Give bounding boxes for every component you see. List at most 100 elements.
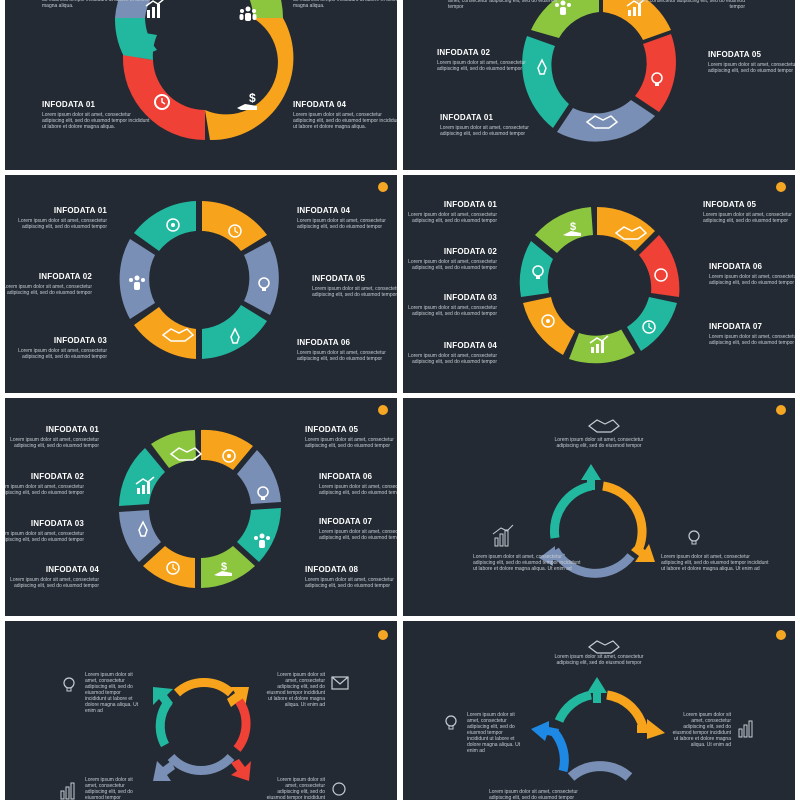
arrow-teal-head <box>587 677 607 703</box>
chart-growth-icon <box>135 476 155 494</box>
slide-7-label-bottom-left: Lorem ipsum dolor sit amet, consectetur … <box>85 777 133 800</box>
slide-5-label-infodata-08: INFODATA 08 Lorem ipsum dolor sit amet, … <box>305 565 394 589</box>
bulb-icon <box>258 277 270 291</box>
cycle-arrows-3 <box>492 419 700 578</box>
slide-4-label-infodata-02: INFODATA 02 Lorem ipsum dolor sit amet, … <box>408 247 497 271</box>
svg-text:$: $ <box>570 221 576 233</box>
arrow-teal-head <box>153 687 173 707</box>
slide-8-label-bottom: Lorem ipsum dolor sit amet, consectetur … <box>489 789 578 800</box>
handshake-icon <box>169 447 203 461</box>
svg-text:$: $ <box>221 561 227 573</box>
ring-segment-teal-left <box>123 30 157 60</box>
ring-segment-red <box>639 235 680 297</box>
ring-segment-teal-left <box>519 241 553 297</box>
ring-segment-green <box>535 207 593 253</box>
ring-segment-green <box>249 0 284 18</box>
slide-5-label-infodata-04: INFODATA 04 Lorem ipsum dolor sit amet, … <box>10 565 99 589</box>
slide-4-label-infodata-05: INFODATA 05 Lorem ipsum dolor sit amet, … <box>703 200 792 224</box>
hand-money-icon: $ <box>237 91 257 110</box>
ring-segment-orange-bottom <box>143 546 195 588</box>
slide-8: Lorem ipsum dolor sit amet, consectetur … <box>403 621 795 800</box>
slide-number-badge <box>776 630 786 640</box>
handshake-icon <box>161 328 195 342</box>
arrow-teal-head <box>581 464 601 490</box>
ring-segment-teal <box>522 36 569 128</box>
ring-segment-green <box>531 0 599 38</box>
arrow-orange <box>173 678 235 697</box>
ring-segment-orange <box>603 0 671 40</box>
arrow-red <box>233 698 251 752</box>
bulb-outline-icon <box>445 715 457 730</box>
arrow-red-head <box>231 759 251 781</box>
slide-7: Lorem ipsum dolor sit amet, consectetur … <box>5 621 397 800</box>
stopwatch-icon <box>228 224 242 238</box>
slide-3-label-infodata-02: INFODATA 02 Lorem ipsum dolor sit amet, … <box>5 272 92 296</box>
cycle-ring-6 <box>119 201 279 359</box>
slide-number-badge <box>776 405 786 415</box>
arrow-teal <box>549 481 593 539</box>
slide-1-label-top-right: do eiusmod tempor incididunt ut labore e… <box>293 0 397 9</box>
stopwatch-icon <box>642 320 656 334</box>
rocket-icon <box>138 520 148 537</box>
rocket-icon <box>537 58 547 75</box>
slide-7-label-bottom-right: Lorem ipsum dolor sit amet, consectetur … <box>266 777 325 800</box>
hand-money-icon: $ <box>563 221 581 236</box>
slide-3-label-infodata-03: INFODATA 03 Lorem ipsum dolor sit amet, … <box>18 336 107 360</box>
ring-segment-orange <box>205 18 294 141</box>
slide-2-label-infodata-02: INFODATA 02 Lorem ipsum dolor sit amet, … <box>437 48 526 72</box>
ring-segment-teal-left <box>119 448 165 506</box>
handshake-icon <box>614 226 648 240</box>
cycle-ring-8: $ <box>119 429 281 588</box>
slide-number-badge <box>378 405 388 415</box>
slide-3-label-infodata-05: INFODATA 05 Lorem ipsum dolor sit amet, … <box>312 274 397 298</box>
slide-3: INFODATA 01 Lorem ipsum dolor sit amet, … <box>5 175 397 393</box>
slide-5-label-infodata-05: INFODATA 05 Lorem ipsum dolor sit amet, … <box>305 425 394 449</box>
arrow-orange <box>606 690 648 729</box>
arrow-teal <box>554 690 593 723</box>
slide-3-label-infodata-04: INFODATA 04 Lorem ipsum dolor sit amet, … <box>297 206 386 230</box>
slide-6: Lorem ipsum dolor sit amet, consectetur … <box>403 398 795 616</box>
slide-8-label-top: Lorem ipsum dolor sit amet, consectetur … <box>554 654 644 666</box>
ring-segment-green <box>151 430 196 468</box>
rocket-icon <box>230 327 240 344</box>
slide-5-label-infodata-07: INFODATA 07 Lorem ipsum dolor sit amet, … <box>319 517 397 541</box>
arrow-orange-head <box>637 719 665 739</box>
arrow-slate-head <box>153 761 175 781</box>
arrow-orange <box>602 481 647 550</box>
cycle-ring-4: $ <box>114 0 294 141</box>
chart-growth-icon <box>589 335 609 353</box>
gear-head-icon <box>222 449 236 463</box>
chart-outline-icon <box>492 524 514 547</box>
cycle-ring-5 <box>522 0 676 142</box>
envelope-outline-icon <box>331 676 349 690</box>
slide-5-label-infodata-06: INFODATA 06 Lorem ipsum dolor sit amet, … <box>319 472 397 496</box>
slide-5-label-infodata-01: INFODATA 01 Lorem ipsum dolor sit amet, … <box>10 425 99 449</box>
ring-hole <box>551 239 647 335</box>
arrow-slate <box>167 753 235 775</box>
ring-segment-teal-bottom <box>202 305 267 359</box>
slide-6-label-right: Lorem ipsum dolor sit amet, consectetur … <box>661 554 769 572</box>
bulb-icon <box>257 486 269 500</box>
arrow-teal <box>155 698 173 748</box>
slide-2-label-top-left: amet, consectetur adipiscing elit, sed d… <box>448 0 558 10</box>
stopwatch-icon <box>154 94 170 110</box>
ring-hole <box>152 461 248 557</box>
slide-6-label-top: Lorem ipsum dolor sit amet, consectetur … <box>554 437 644 449</box>
cycle-ring-7: $ <box>519 207 680 364</box>
slide-5: $ INFODATA 01 Lorem ipsum dolor sit amet… <box>5 398 397 616</box>
ring-segment-orange <box>597 207 655 251</box>
slide-2-label-top-right: amet, consectetur adipiscing elit, sed d… <box>635 0 745 10</box>
ring-segment-green-bottom <box>201 546 255 588</box>
arrow-blue <box>551 730 569 773</box>
slide-7-label-top-right: Lorem ipsum dolor sit amet, consectetur … <box>266 672 325 708</box>
ring-hole <box>160 5 250 95</box>
gear-head-icon <box>541 314 555 328</box>
slide-4-label-infodata-01: INFODATA 01 Lorem ipsum dolor sit amet, … <box>408 200 497 224</box>
bulb-outline-icon <box>63 677 75 692</box>
handshake-outline-icon <box>588 419 620 433</box>
slide-6-label-left: Lorem ipsum dolor sit amet, consectetur … <box>473 554 581 572</box>
slide-number-badge <box>776 182 786 192</box>
team-icon <box>254 533 270 548</box>
ring-segment-slate-right <box>237 450 281 504</box>
slide-number-badge <box>378 182 388 192</box>
